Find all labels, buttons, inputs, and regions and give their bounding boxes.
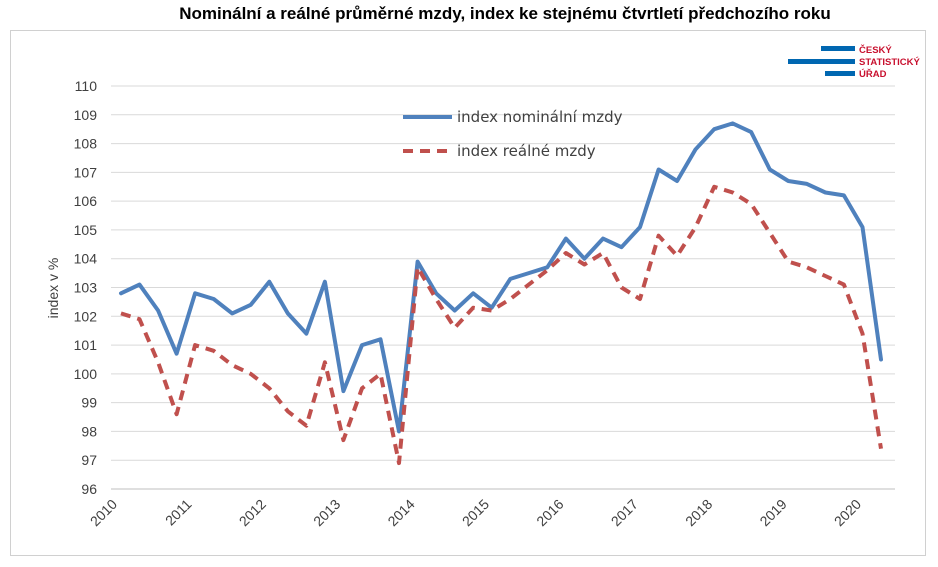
y-tick-label: 110 [75,78,98,94]
x-tick-label: 2012 [236,496,269,529]
logo-line-3: ÚŘAD [859,68,887,80]
x-tick-label: 2019 [756,496,789,529]
series-line-real [120,184,883,466]
logo-line-2: STATISTICKÝ [859,56,921,68]
logo-bar-3 [825,71,855,76]
x-tick-label: 2010 [87,496,120,529]
y-tick-label: 102 [74,308,98,324]
y-tick-label: 103 [74,280,98,296]
y-tick-label: 98 [81,423,97,439]
series-line-nominal [119,121,883,434]
y-tick-label: 97 [81,452,97,468]
y-tick-label: 99 [81,395,97,411]
y-tick-label: 106 [74,193,98,209]
x-tick-label: 2014 [384,496,417,529]
logo-bar-2 [788,59,855,64]
y-tick-label: 105 [74,222,98,238]
legend: index nominální mzdy index reálné mzdy [403,108,623,160]
y-axis-label: index v % [45,258,61,319]
x-axis-ticks: 2010 2011 2012 2013 2014 2015 2016 2017 2018 2019… [87,496,864,529]
x-tick-label: 2011 [162,496,195,529]
y-tick-label: 107 [74,164,98,180]
gridlines [111,85,895,461]
x-tick-label: 2013 [310,496,343,529]
logo-bar-1 [821,46,855,51]
series-group [119,121,883,466]
chart-title: Nominální a reálné průměrné mzdy, index … [179,4,831,23]
y-tick-label: 108 [74,136,98,152]
legend-label-nominal: index nominální mzdy [457,108,623,126]
x-tick-label: 2016 [533,496,566,529]
y-tick-label: 104 [74,251,98,267]
y-tick-label: 100 [74,366,98,382]
x-tick-label: 2020 [831,496,864,529]
x-tick-label: 2015 [459,496,492,529]
y-axis-ticks: 96 97 98 99 100 101 102 103 104 105 106 107 108 109 11… [74,78,98,497]
y-tick-label: 109 [74,107,98,123]
legend-label-real: index reálné mzdy [457,142,596,160]
x-tick-label: 2018 [682,496,715,529]
x-tick-label: 2017 [608,496,641,529]
csu-logo: ČESKÝ STATISTICKÝ ÚŘAD [788,44,921,80]
chart-frame [10,30,926,556]
logo-line-1: ČESKÝ [859,44,892,56]
y-tick-label: 101 [74,337,98,353]
y-tick-label: 96 [81,481,97,497]
